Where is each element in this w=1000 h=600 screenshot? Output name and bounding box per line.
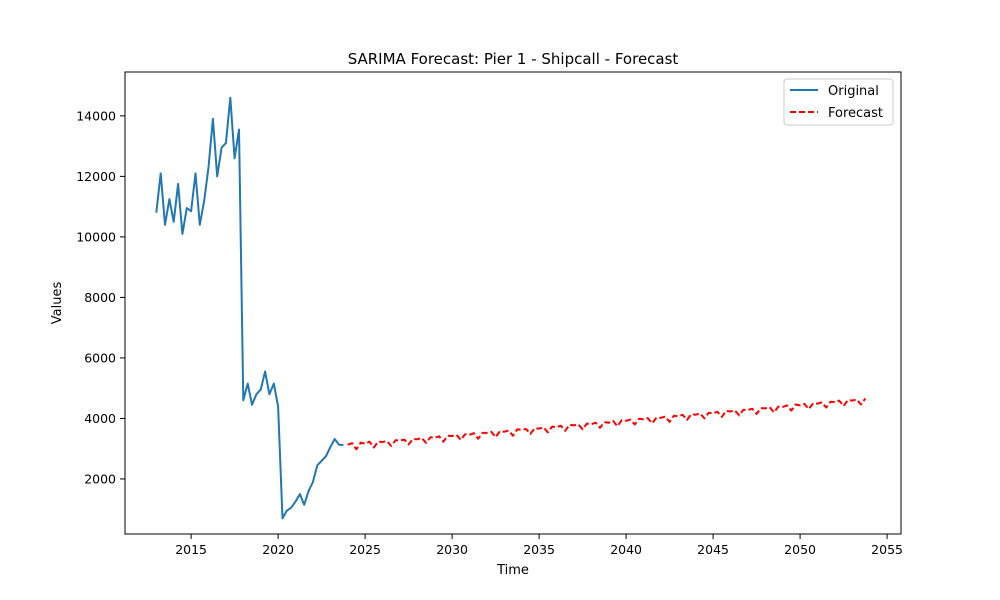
- legend: Original Forecast: [783, 78, 894, 126]
- x-tick-label-2020: 2020: [262, 542, 294, 557]
- legend-label-forecast: Forecast: [828, 106, 883, 121]
- x-tick-label-2035: 2035: [523, 542, 555, 557]
- x-axis-label: Time: [496, 563, 529, 578]
- plot-frame: [124, 71, 902, 535]
- x-tick-label-2015: 2015: [175, 542, 207, 557]
- x-axis: 2015 2020 2025 2030 2035 2040 2045 2050 2055: [175, 534, 903, 557]
- y-tick-label-4000: 4000: [84, 411, 116, 426]
- y-tick-label-2000: 2000: [84, 471, 116, 486]
- y-axis-label: Values: [50, 282, 65, 325]
- y-tick-label-8000: 8000: [84, 290, 116, 305]
- x-tick-label-2055: 2055: [871, 542, 903, 557]
- x-tick-label-2045: 2045: [697, 542, 729, 557]
- y-tick-label-12000: 12000: [76, 169, 116, 184]
- series-layer: [155, 96, 867, 520]
- x-tick-label-2040: 2040: [610, 542, 642, 557]
- x-tick-label-2030: 2030: [436, 542, 468, 557]
- x-tick-label-2050: 2050: [784, 542, 816, 557]
- y-tick-label-6000: 6000: [84, 350, 116, 365]
- plot-area: 2015 2020 2025 2030 2035 2040 2045 2050 2055 200…: [76, 71, 903, 557]
- y-tick-label-10000: 10000: [76, 229, 116, 244]
- x-tick-label-2025: 2025: [349, 542, 381, 557]
- legend-label-original: Original: [828, 84, 879, 99]
- chart-title: SARIMA Forecast: Pier 1 - Shipcall - For…: [348, 50, 679, 68]
- series-line-original: [155, 96, 344, 520]
- y-axis: 2000 4000 6000 8000 10000 12000 14000: [76, 108, 125, 486]
- series-line-forecast: [347, 397, 867, 451]
- y-tick-label-14000: 14000: [76, 108, 116, 123]
